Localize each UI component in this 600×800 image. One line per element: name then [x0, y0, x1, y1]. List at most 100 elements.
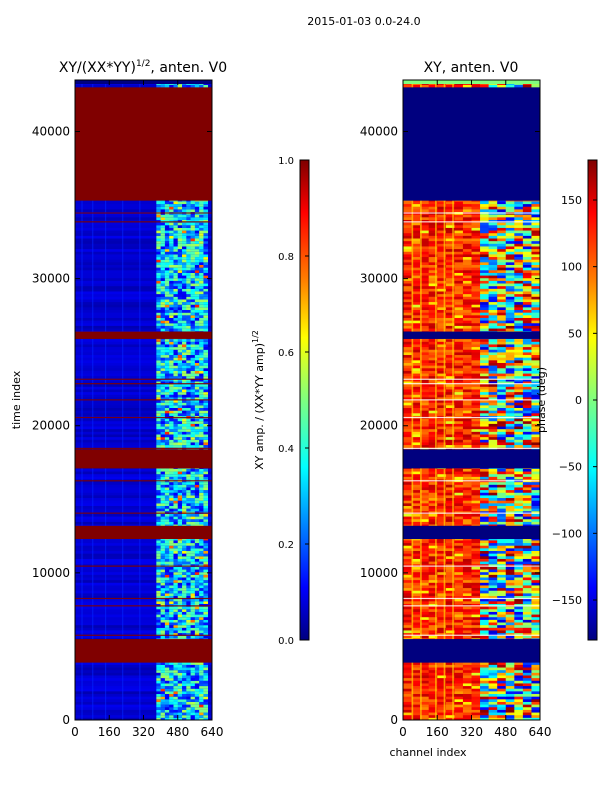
left-heatmap-cell: [160, 611, 166, 615]
left-heatmap-cell: [164, 619, 170, 623]
left-heatmap-cell: [194, 632, 200, 636]
right-heatmap-cell: [480, 553, 489, 557]
left-heatmap-cell: [190, 672, 196, 676]
left-heatmap-cell: [169, 317, 174, 321]
left-heatmap-cell: [75, 667, 212, 671]
left-heatmap-cell: [156, 600, 161, 604]
left-heatmap-cell: [173, 381, 179, 385]
right-heatmap-cell: [514, 632, 524, 636]
left-heatmap-cell: [169, 598, 174, 602]
left-heatmap-cell: [182, 256, 187, 260]
left-colorbar-ticks: 0.00.20.40.60.81.0: [278, 156, 309, 647]
right-heatmap-cell: [445, 502, 455, 506]
left-heatmap-cell: [169, 367, 174, 371]
left-heatmap-cell: [169, 521, 174, 525]
left-heatmap-cell: [186, 582, 191, 586]
right-heatmap-cell: [497, 563, 507, 567]
right-heatmap-cell: [505, 590, 515, 594]
right-heatmap-cell: [437, 486, 447, 491]
left-heatmap-cell: [199, 704, 204, 708]
left-heatmap-cell: [156, 253, 161, 258]
left-heatmap-cell: [169, 357, 174, 361]
right-heatmap-cell: [420, 441, 429, 446]
left-heatmap-cell: [75, 219, 212, 223]
left-heatmap-cell: [164, 582, 170, 586]
left-heatmap-cell: [199, 420, 204, 424]
left-heatmap-cell: [190, 288, 196, 292]
left-heatmap-cell: [164, 672, 170, 676]
right-heatmap-cell: [462, 476, 472, 480]
right-heatmap-cell: [480, 690, 489, 695]
right-heatmap-cell: [437, 632, 447, 636]
left-heatmap-cell: [199, 208, 204, 213]
right-heatmap-cell: [480, 576, 489, 581]
left-heatmap-cell: [160, 497, 166, 501]
right-heatmap-cell: [471, 513, 481, 517]
left-heatmap-cell: [169, 714, 174, 718]
left-heatmap-cell: [156, 338, 161, 342]
right-heatmap-cell: [437, 627, 447, 631]
right-heatmap-cell: [505, 521, 515, 525]
left-heatmap-cell: [169, 489, 174, 493]
left-heatmap-cell: [203, 410, 209, 414]
right-heatmap-cell: [497, 489, 507, 493]
right-heatmap-cell: [403, 431, 412, 435]
right-heatmap-cell: [437, 661, 447, 665]
right-heatmap-cell: [462, 571, 472, 575]
left-heatmap-cell: [164, 383, 170, 387]
left-heatmap-cell: [190, 674, 196, 679]
left-heatmap-cell: [169, 423, 174, 427]
right-heatmap-cell: [480, 433, 489, 438]
left-heatmap-cell: [169, 431, 174, 435]
right-heatmap-cell: [488, 436, 498, 440]
right-heatmap-cell: [488, 696, 498, 700]
left-heatmap-cell: [160, 561, 166, 565]
right-heatmap-cell: [531, 545, 540, 549]
left-heatmap-cell: [156, 206, 161, 210]
right-heatmap-cell: [454, 428, 464, 432]
left-heatmap-cell: [173, 426, 179, 430]
right-heatmap-cell: [462, 629, 472, 634]
right-heatmap-cell: [428, 431, 438, 435]
left-heatmap-cell: [164, 608, 170, 612]
left-heatmap-cell: [182, 396, 187, 401]
left-heatmap-cell: [169, 513, 174, 517]
left-heatmap-cell: [169, 418, 174, 422]
left-heatmap-cell: [173, 351, 179, 356]
right-heatmap-cell: [531, 696, 540, 700]
right-heatmap-cell: [403, 701, 412, 705]
left-heatmap-cell: [182, 404, 187, 409]
left-heatmap-cell: [75, 381, 212, 385]
left-heatmap-cell: [199, 590, 204, 594]
left-heatmap-cell: [169, 584, 174, 589]
left-heatmap-cell: [186, 386, 191, 390]
right-heatmap-cell: [488, 598, 498, 602]
left-heatmap-cell: [173, 404, 179, 409]
left-heatmap-cell: [203, 407, 209, 411]
right-heatmap-cell: [505, 471, 515, 475]
left-heatmap-cell: [199, 682, 204, 687]
right-heatmap-cell: [497, 574, 507, 578]
right-heatmap-cell: [403, 508, 412, 512]
right-heatmap-cell: [480, 606, 489, 610]
left-heatmap-cell: [182, 219, 187, 223]
left-heatmap-cell: [190, 312, 196, 316]
left-heatmap-cell: [160, 494, 166, 499]
right-heatmap-cell: [471, 667, 481, 671]
right-heatmap-cell: [480, 444, 489, 448]
left-heatmap-cell: [186, 574, 191, 578]
left-heatmap-cell: [169, 386, 174, 390]
left-heatmap-cell: [169, 664, 174, 668]
left-heatmap-cell: [182, 420, 187, 424]
right-heatmap-cell: [428, 693, 438, 697]
left-heatmap-cell: [169, 290, 174, 295]
left-heatmap-cell: [173, 582, 179, 586]
right-heatmap-cell: [531, 428, 540, 432]
left-heatmap-cell: [173, 672, 179, 676]
left-heatmap-cell: [164, 704, 170, 708]
left-heatmap-cell: [75, 349, 212, 353]
left-heatmap-cell: [190, 386, 196, 390]
right-heatmap-cell: [531, 672, 540, 676]
right-heatmap-cell: [454, 706, 464, 710]
left-heatmap-cell: [203, 243, 209, 247]
